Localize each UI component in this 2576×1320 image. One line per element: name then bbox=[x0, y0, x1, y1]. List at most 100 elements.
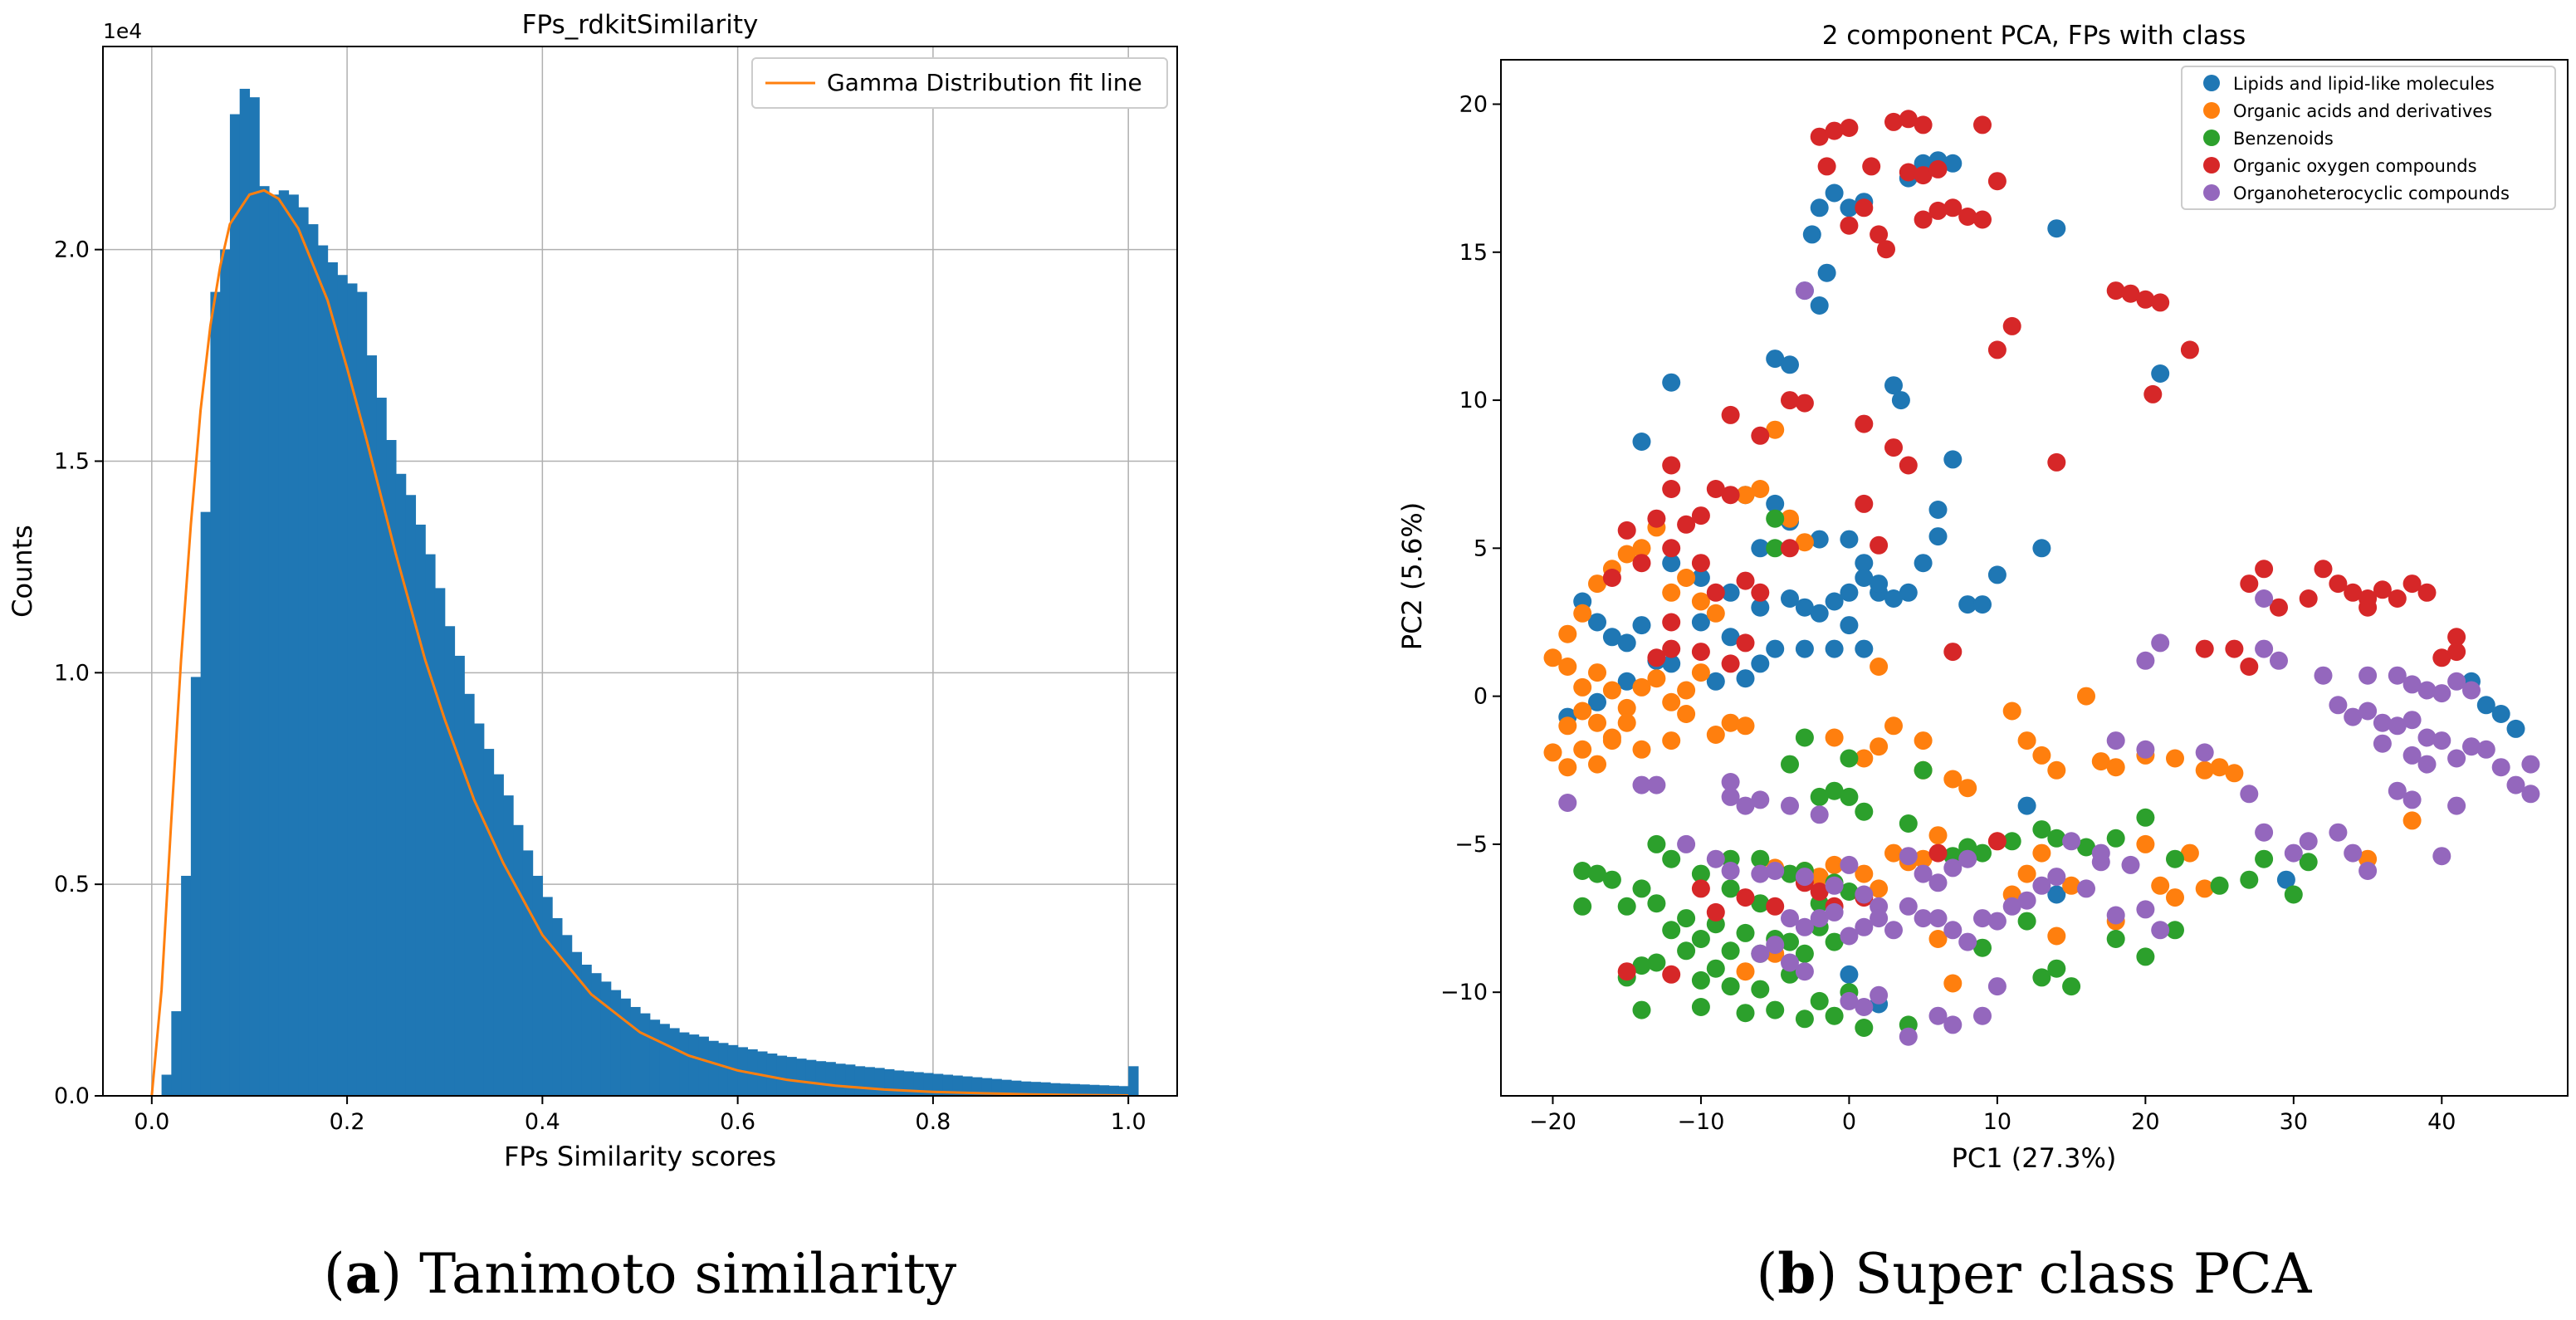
pca-point bbox=[1825, 639, 1844, 658]
pca-point bbox=[1766, 862, 1785, 880]
histogram-ticks: 0.0 0.2 0.4 0.6 0.8 1.0 0.0 0.5 1.0 1.5 2.0 bbox=[54, 237, 1146, 1135]
pca-point bbox=[1766, 897, 1785, 916]
pca-point bbox=[2151, 921, 2170, 940]
pca-point bbox=[1840, 882, 1859, 901]
pca-point bbox=[1721, 977, 1740, 996]
pca-point bbox=[1781, 539, 1799, 558]
histogram-bar bbox=[591, 973, 602, 1096]
histogram-bar bbox=[620, 998, 631, 1096]
histogram-bar bbox=[405, 495, 417, 1096]
pca-point bbox=[1573, 897, 1592, 916]
pca-point bbox=[1810, 296, 1829, 315]
pca-point bbox=[1958, 932, 1977, 951]
pca-point bbox=[2195, 743, 2214, 762]
pca-point bbox=[2417, 681, 2437, 700]
pca-point bbox=[2136, 290, 2155, 309]
x-tick-label: 30 bbox=[2280, 1109, 2308, 1135]
pca-point bbox=[1617, 962, 1636, 981]
legend-marker bbox=[2203, 102, 2220, 119]
pca-point bbox=[1781, 509, 1799, 528]
pca-point bbox=[1958, 208, 1977, 226]
pca-point bbox=[2151, 633, 2170, 653]
histogram-bar bbox=[1020, 1081, 1032, 1096]
y-tick-label: 1.0 bbox=[54, 660, 90, 686]
histogram-bar bbox=[415, 524, 426, 1096]
pca-point bbox=[1928, 843, 1948, 863]
pca-point bbox=[1781, 864, 1799, 883]
histogram-bar bbox=[376, 398, 387, 1097]
pca-point bbox=[1751, 864, 1770, 883]
pca-point bbox=[2417, 728, 2437, 747]
pca-point bbox=[1928, 159, 1948, 178]
pca-point bbox=[1810, 991, 1829, 1010]
pca-point bbox=[2136, 651, 2155, 670]
histogram-bar bbox=[610, 990, 622, 1096]
pca-point bbox=[1721, 654, 1740, 673]
pca-point bbox=[1736, 571, 1755, 590]
pca-point bbox=[1914, 210, 1933, 229]
pca-point bbox=[2299, 589, 2318, 608]
pca-point bbox=[1795, 598, 1814, 617]
pca-point bbox=[2270, 651, 2288, 670]
pca-point bbox=[2255, 560, 2274, 579]
pca-point bbox=[2002, 897, 2021, 916]
pca-point bbox=[1751, 790, 1770, 809]
pca-point bbox=[1662, 554, 1681, 573]
pca-point bbox=[1662, 965, 1681, 984]
pca-point bbox=[1617, 521, 1636, 540]
histogram-bar bbox=[688, 1034, 700, 1096]
pca-point bbox=[1840, 965, 1859, 984]
pca-point bbox=[1706, 583, 1725, 602]
pca-point bbox=[2121, 284, 2140, 303]
pca-point bbox=[1870, 879, 1889, 898]
pca-point bbox=[2151, 293, 2170, 312]
pca-point bbox=[2166, 749, 2184, 768]
pca-point bbox=[2388, 781, 2407, 800]
pca-point bbox=[1943, 450, 1963, 469]
pca-point bbox=[1736, 486, 1755, 505]
pca-point bbox=[2521, 755, 2540, 774]
pca-point bbox=[2417, 755, 2437, 774]
pca-point bbox=[1943, 858, 1963, 878]
histogram-bar bbox=[766, 1054, 778, 1096]
pca-point bbox=[1647, 509, 1666, 528]
histogram-bar bbox=[659, 1024, 670, 1096]
histogram-bar bbox=[630, 1006, 641, 1096]
histogram-bar bbox=[513, 824, 524, 1096]
pca-point bbox=[2077, 838, 2095, 857]
pca-point bbox=[1899, 847, 1918, 866]
histogram-bar bbox=[493, 774, 504, 1096]
pca-point bbox=[1588, 713, 1606, 732]
pca-y-axis-label: PC2 (5.6%) bbox=[1396, 502, 1428, 650]
histogram-y-axis-label: Counts bbox=[7, 525, 38, 618]
pca-point bbox=[1810, 805, 1829, 824]
pca-point bbox=[1602, 681, 1621, 700]
pca-point bbox=[1795, 917, 1814, 936]
pca-point bbox=[1795, 1010, 1814, 1029]
histogram-bar bbox=[571, 951, 583, 1096]
pca-point bbox=[2106, 758, 2125, 777]
x-tick-label: 20 bbox=[2131, 1109, 2159, 1135]
legend-marker bbox=[2203, 130, 2220, 146]
pca-point bbox=[2136, 740, 2155, 759]
histogram-bar bbox=[640, 1013, 651, 1096]
pca-point bbox=[1840, 530, 1859, 549]
pca-point bbox=[1855, 864, 1874, 883]
pca-point bbox=[1855, 494, 1874, 513]
histogram-bar bbox=[1128, 1066, 1139, 1096]
pca-point bbox=[1691, 643, 1710, 662]
pca-point bbox=[1751, 539, 1770, 558]
pca-point bbox=[1751, 598, 1770, 617]
pca-point bbox=[1840, 583, 1859, 602]
legend-marker bbox=[2203, 75, 2220, 91]
pca-point bbox=[2358, 702, 2378, 721]
pca-point bbox=[1987, 977, 2007, 996]
pca-point bbox=[1958, 779, 1977, 798]
pca-point bbox=[1721, 713, 1740, 732]
pca-point bbox=[1958, 595, 1977, 614]
pca-point bbox=[1781, 909, 1799, 928]
histogram-bar bbox=[932, 1073, 944, 1096]
pca-point bbox=[2106, 281, 2125, 301]
histogram-title: FPs_rdkitSimilarity bbox=[522, 10, 759, 40]
